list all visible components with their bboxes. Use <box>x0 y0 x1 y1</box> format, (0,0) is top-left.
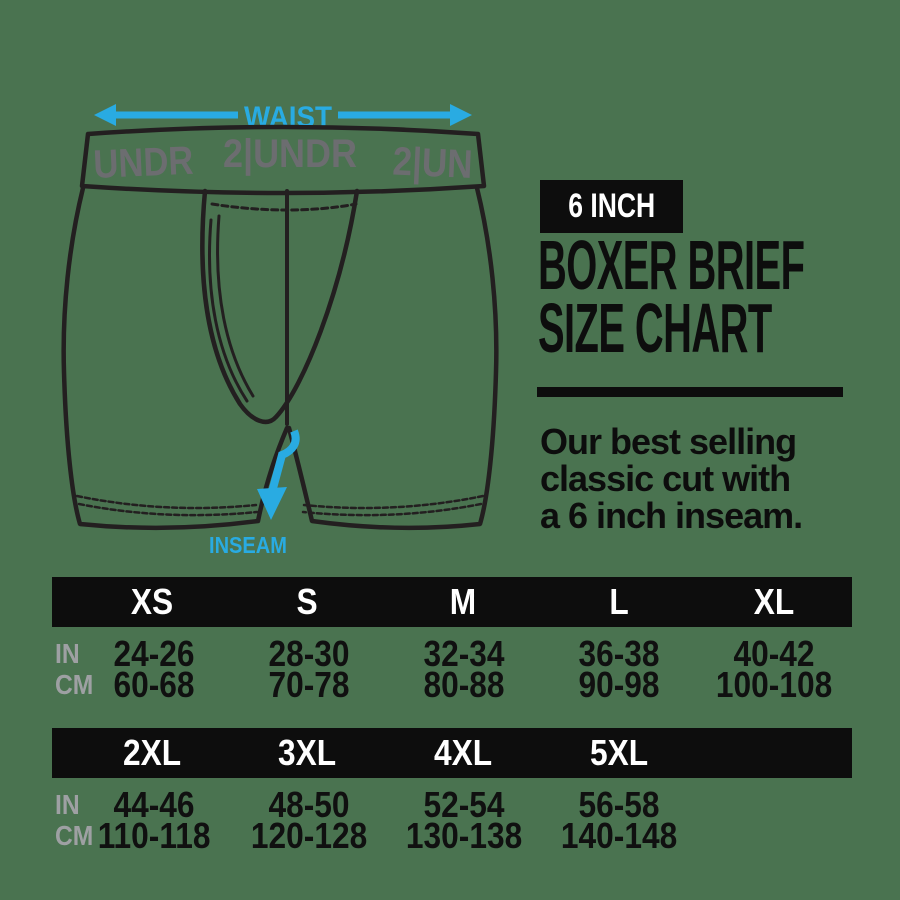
waist-in-value: 44-46 <box>113 784 196 825</box>
page-title: BOXER BRIEF SIZE CHART <box>538 226 805 367</box>
waist-in-value: 36-38 <box>578 633 661 674</box>
size-table-upper: XS S M L XL IN 24-26 28-30 32-34 36-38 4… <box>52 577 852 705</box>
waist-in-value: 28-30 <box>268 633 351 674</box>
size-header <box>696 728 852 778</box>
waist-cm-value: 80-88 <box>423 664 506 705</box>
size-header: XL <box>753 581 795 622</box>
waist-cm-value: 120-128 <box>251 815 368 856</box>
waist-arrow <box>94 104 472 126</box>
waistband-outline <box>79 124 487 196</box>
size-header: L <box>608 581 629 622</box>
unit-label-cm: CM <box>55 669 94 700</box>
inches-row: IN 24-26 28-30 32-34 36-38 40-42 <box>52 633 852 674</box>
waist-cm-value: 130-138 <box>406 815 523 856</box>
waist-cm-value: 90-98 <box>578 664 661 705</box>
size-header: M <box>449 581 477 622</box>
boxer-brief-diagram: WAIST UNDR 2|UNDR 2|UN INSEAM <box>61 101 499 558</box>
title-line-1: BOXER BRIEF <box>538 226 805 304</box>
garment-outline <box>61 185 499 531</box>
arrow-down-icon <box>257 487 287 520</box>
badge-label: 6 INCH <box>568 187 655 225</box>
waist-in-value: 40-42 <box>733 633 816 674</box>
size-table-body: IN 24-26 28-30 32-34 36-38 40-42 CM 60-6… <box>52 633 852 705</box>
size-header: 2XL <box>122 732 181 773</box>
centimeters-row: CM 110-118 120-128 130-138 140-148 <box>52 815 852 856</box>
waist-in-value: 32-34 <box>423 633 506 674</box>
description-line: a 6 inch inseam. <box>540 495 803 536</box>
inseam-label: INSEAM <box>209 532 287 558</box>
product-description: Our best selling classic cut with a 6 in… <box>540 421 803 536</box>
size-table-body: IN 44-46 48-50 52-54 56-58 CM 110-118 12… <box>52 784 852 856</box>
waist-cm-value <box>697 820 852 851</box>
inseam-length-badge: 6 INCH <box>540 180 683 233</box>
fly-opening <box>200 188 360 425</box>
description-line: Our best selling <box>540 421 797 462</box>
centimeters-row: CM 60-68 70-78 80-88 90-98 100-108 <box>52 664 852 705</box>
waist-in-value: 56-58 <box>578 784 661 825</box>
waistband-logo-text: UNDR 2|UNDR 2|UN <box>92 132 473 187</box>
size-header: 4XL <box>433 732 493 773</box>
waistband-text-center: 2|UNDR <box>223 132 357 176</box>
waist-cm-value: 70-78 <box>268 664 351 705</box>
size-header: 3XL <box>278 732 337 773</box>
waist-in-value: 24-26 <box>113 633 196 674</box>
waist-in-value <box>697 789 852 820</box>
size-table-lower: 2XL 3XL 4XL 5XL IN 44-46 48-50 52-54 56-… <box>52 728 852 856</box>
divider-bar <box>537 387 843 397</box>
waist-in-value: 52-54 <box>423 784 506 825</box>
waist-cm-value: 140-148 <box>561 815 678 856</box>
inches-row: IN 44-46 48-50 52-54 56-58 <box>52 784 852 825</box>
description-line: classic cut with <box>540 458 791 499</box>
waistband-text-left: UNDR <box>92 139 194 187</box>
waistband-text-right: 2|UN <box>392 140 474 187</box>
size-header: 5XL <box>589 732 648 773</box>
size-header: S <box>296 581 318 622</box>
unit-label-in: IN <box>55 789 80 820</box>
waist-cm-value: 100-108 <box>716 664 833 705</box>
unit-label-in: IN <box>55 638 80 669</box>
waist-in-value: 48-50 <box>268 784 351 825</box>
waist-cm-value: 110-118 <box>98 815 211 856</box>
title-line-2: SIZE CHART <box>538 289 772 367</box>
size-header-row: XS S M L XL <box>52 577 852 627</box>
waist-cm-value: 60-68 <box>113 664 196 705</box>
inseam-arrow <box>257 429 300 520</box>
arrow-left-icon <box>94 104 116 126</box>
size-header-row: 2XL 3XL 4XL 5XL <box>52 728 852 778</box>
arrow-right-icon <box>450 104 472 126</box>
size-header: XS <box>130 581 173 622</box>
unit-label-cm: CM <box>55 820 94 851</box>
